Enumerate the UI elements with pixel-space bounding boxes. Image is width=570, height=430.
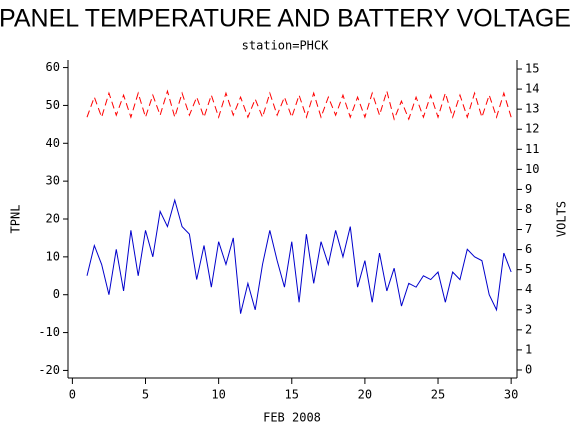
x-tick-label: 5	[142, 388, 149, 402]
y2-tick-label: 5	[525, 262, 532, 276]
x-tick-label: 30	[504, 388, 518, 402]
y-tick-label: 30	[46, 174, 60, 188]
y2-tick-label: 9	[525, 182, 532, 196]
y2-tick-label: 11	[525, 142, 539, 156]
y2-axis-label: VOLTS	[555, 201, 569, 237]
x-tick-label: 10	[211, 388, 225, 402]
x-axis-label: FEB 2008	[263, 411, 321, 425]
y2-tick-label: 3	[525, 302, 532, 316]
y2-tick-label: 8	[525, 202, 532, 216]
chart-subtitle: station=PHCK	[242, 39, 329, 53]
x-tick-label: 20	[358, 388, 372, 402]
y2-tick-label: 12	[525, 122, 539, 136]
data-line	[86, 89, 512, 121]
y2-tick-label: 0	[525, 362, 532, 376]
y-tick-label: 20	[46, 212, 60, 226]
x-tick-label: 25	[431, 388, 445, 402]
y-tick-label: -20	[38, 363, 60, 377]
y2-tick-label: 10	[525, 162, 539, 176]
y-tick-label: 40	[46, 136, 60, 150]
chart-title: PANEL TEMPERATURE AND BATTERY VOLTAGE	[0, 5, 570, 33]
y-tick-label: 10	[46, 249, 60, 263]
y-axis-label: TPNL	[9, 205, 23, 234]
y2-tick-label: 14	[525, 82, 539, 96]
y-tick-label: 0	[53, 287, 60, 301]
data-line	[86, 198, 512, 314]
y2-tick-label: 2	[525, 322, 532, 336]
y-tick-label: 50	[46, 98, 60, 112]
y2-tick-label: 13	[525, 102, 539, 116]
y2-tick-label: 1	[525, 342, 532, 356]
y2-tick-label: 4	[525, 282, 532, 296]
y-tick-label: -10	[38, 325, 60, 339]
y2-tick-label: 15	[525, 62, 539, 76]
y-tick-label: 60	[46, 60, 60, 74]
y2-tick-label: 6	[525, 242, 532, 256]
y2-tick-label: 7	[525, 222, 532, 236]
x-tick-label: 15	[285, 388, 299, 402]
x-tick-label: 0	[69, 388, 76, 402]
